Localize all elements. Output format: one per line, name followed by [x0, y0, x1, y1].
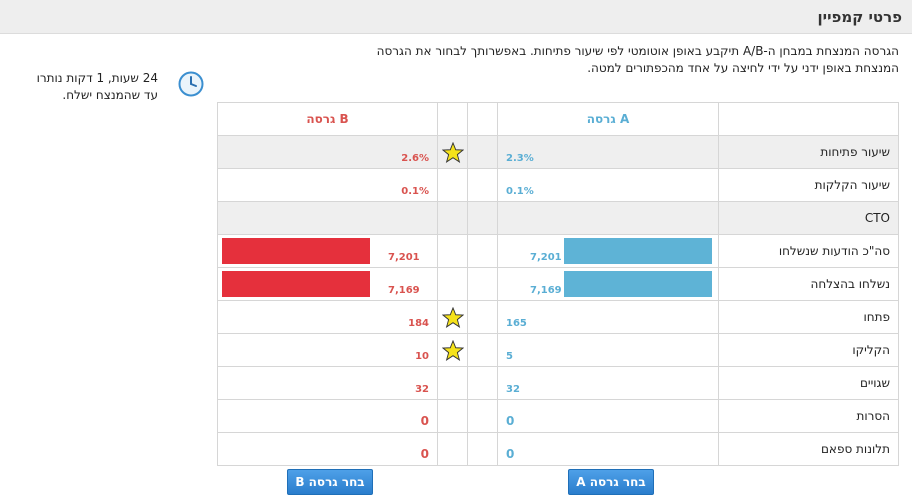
description-line-2: המנצחת באופן ידני על ידי לחיצה על אחד מה… [587, 61, 899, 75]
table-header-row: גרסה B גרסה A [217, 102, 899, 136]
version-b-open-rate: 2.6% [401, 153, 429, 164]
table-row: CTO [217, 201, 899, 235]
table-row: 2.6% 2.3% שיעור פתיחות [217, 135, 899, 169]
table-row: 0 0 תלונות ספאם [217, 432, 899, 466]
star-icon [442, 142, 464, 163]
version-b-click-rate: 0.1% [401, 186, 429, 197]
clock-icon [178, 71, 204, 97]
version-b-unsubscribes: 0 [420, 414, 429, 428]
ab-test-description: הגרסה המנצחת במבחן ה-A/B תיקבע באופן אוט… [339, 43, 899, 77]
winner-countdown: 24 שעות, 1 דקות נותרו עד שהמנצח ישלח. [30, 70, 158, 104]
row-label-cto: CTO [718, 201, 899, 235]
row-label-unsubscribes: הסרות [718, 399, 899, 433]
version-a-delivered: 7,169 [530, 285, 562, 296]
version-b-spam-complaints: 0 [420, 447, 429, 461]
table-row: 10 5 הקליקו [217, 333, 899, 367]
version-b-bounced: 32 [415, 384, 429, 395]
version-a-total-sent: 7,201 [530, 252, 562, 263]
table-row: 32 32 שגויים [217, 366, 899, 400]
countdown-line-2: עד שהמנצח ישלח. [62, 88, 158, 102]
page-header: פרטי קמפיין [0, 0, 912, 34]
ab-comparison-table: גרסה B גרסה A 2.6% 2.3% שיעור פתיחות 0.1… [217, 102, 899, 466]
row-label-open-rate: שיעור פתיחות [718, 135, 899, 169]
row-label-delivered: נשלחו בהצלחה [718, 267, 899, 301]
version-a-delivered-bar [564, 271, 712, 297]
version-b-clicked: 10 [415, 351, 429, 362]
table-row: 0.1% 0.1% שיעור הקלקות [217, 168, 899, 202]
table-row: 7,201 7,201 סה"כ הודעות שנשלחו [217, 234, 899, 268]
version-a-open-rate: 2.3% [506, 153, 534, 164]
row-label-bounced: שגויים [718, 366, 899, 400]
version-b-total-sent: 7,201 [388, 252, 420, 263]
version-b-header: גרסה B [217, 102, 438, 136]
description-line-1: הגרסה המנצחת במבחן ה-A/B תיקבע באופן אוט… [376, 44, 899, 58]
choose-version-a-button[interactable]: בחר גרסה A [568, 469, 654, 495]
version-a-clicked: 5 [506, 351, 513, 362]
star-icon [442, 340, 464, 361]
row-label-total-sent: סה"כ הודעות שנשלחו [718, 234, 899, 268]
version-a-spam-complaints: 0 [506, 447, 515, 461]
version-a-total-sent-bar [564, 238, 712, 264]
version-a-opened: 165 [506, 318, 527, 329]
table-row: 184 165 פתחו [217, 300, 899, 334]
version-b-opened: 184 [408, 318, 429, 329]
version-b-total-sent-bar [222, 238, 370, 264]
table-row: 7,169 7,169 נשלחו בהצלחה [217, 267, 899, 301]
row-label-click-rate: שיעור הקלקות [718, 168, 899, 202]
table-row: 0 0 הסרות [217, 399, 899, 433]
version-a-unsubscribes: 0 [506, 414, 515, 428]
star-icon [442, 307, 464, 328]
row-label-clicked: הקליקו [718, 333, 899, 367]
countdown-line-1: 24 שעות, 1 דקות נותרו [36, 71, 158, 85]
version-b-delivered-bar [222, 271, 370, 297]
row-label-spam-complaints: תלונות ספאם [718, 432, 899, 466]
version-a-click-rate: 0.1% [506, 186, 534, 197]
version-b-delivered: 7,169 [388, 285, 420, 296]
page-title: פרטי קמפיין [817, 8, 902, 26]
version-a-header: גרסה A [497, 102, 719, 136]
choose-version-b-button[interactable]: בחר גרסה B [287, 469, 373, 495]
version-a-bounced: 32 [506, 384, 520, 395]
row-label-opened: פתחו [718, 300, 899, 334]
